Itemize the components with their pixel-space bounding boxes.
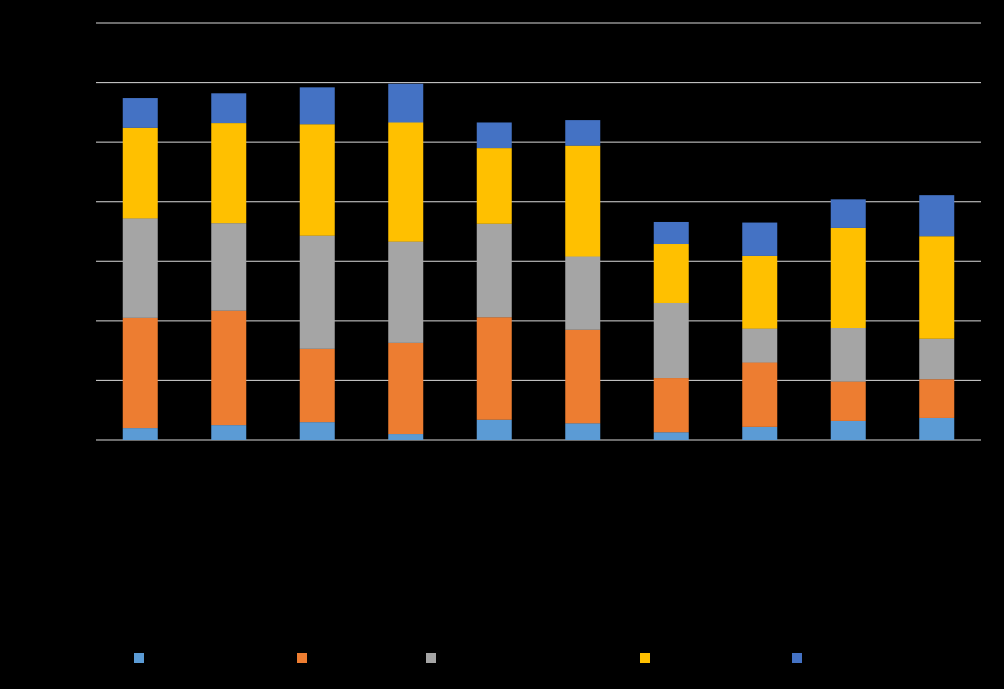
bar-segment-series-2-category-1 — [122, 317, 158, 429]
bar-segment-series-2-category-3 — [299, 348, 335, 423]
legend-item-5 — [792, 653, 802, 663]
bar-segment-series-3-category-5 — [476, 223, 512, 318]
bar-segment-series-4-category-10 — [919, 236, 955, 339]
bar-segment-series-4-category-3 — [299, 124, 335, 236]
bar-segment-series-3-category-9 — [830, 328, 866, 382]
bar-segment-series-4-category-7 — [653, 244, 689, 303]
bar-segment-series-4-category-6 — [565, 145, 601, 257]
bar-segment-series-4-category-4 — [388, 122, 424, 242]
bar-segment-series-3-category-6 — [565, 256, 601, 330]
legend-swatch-4 — [640, 653, 650, 663]
legend-item-3 — [426, 653, 436, 663]
bar-segment-series-2-category-10 — [919, 379, 955, 418]
bar-stack-5 — [476, 122, 512, 440]
bars — [122, 83, 955, 440]
legend-swatch-3 — [426, 653, 436, 663]
bar-segment-series-4-category-2 — [211, 123, 247, 224]
bar-segment-series-5-category-1 — [122, 98, 158, 128]
bar-stack-1 — [122, 98, 158, 440]
bar-stack-10 — [919, 195, 955, 440]
bar-segment-series-3-category-1 — [122, 218, 158, 318]
bar-segment-series-5-category-5 — [476, 122, 512, 149]
bar-segment-series-3-category-10 — [919, 338, 955, 380]
bar-segment-series-4-category-8 — [742, 255, 778, 329]
bar-segment-series-3-category-8 — [742, 328, 778, 363]
legend-swatch-1 — [134, 653, 144, 663]
bar-segment-series-1-category-2 — [211, 425, 247, 440]
bar-segment-series-2-category-8 — [742, 362, 778, 427]
bar-segment-series-5-category-9 — [830, 199, 866, 228]
bar-segment-series-5-category-2 — [211, 93, 247, 124]
bar-segment-series-2-category-5 — [476, 317, 512, 420]
legend — [134, 653, 802, 663]
bar-segment-series-3-category-4 — [388, 241, 424, 343]
bar-segment-series-1-category-5 — [476, 419, 512, 440]
bar-segment-series-1-category-8 — [742, 426, 778, 440]
legend-item-1 — [134, 653, 144, 663]
bar-segment-series-5-category-3 — [299, 87, 335, 125]
bar-stack-8 — [742, 222, 778, 440]
bar-segment-series-1-category-7 — [653, 432, 689, 440]
bar-segment-series-5-category-7 — [653, 221, 689, 245]
bar-segment-series-1-category-10 — [919, 417, 955, 440]
bar-segment-series-3-category-3 — [299, 235, 335, 349]
bar-segment-series-4-category-1 — [122, 127, 158, 219]
bar-stack-9 — [830, 199, 866, 440]
bar-segment-series-3-category-2 — [211, 223, 247, 311]
legend-swatch-2 — [297, 653, 307, 663]
legend-item-4 — [640, 653, 650, 663]
bar-segment-series-5-category-8 — [742, 222, 778, 256]
bar-stack-7 — [653, 221, 689, 440]
bar-segment-series-1-category-9 — [830, 420, 866, 440]
bar-segment-series-2-category-2 — [211, 310, 247, 426]
bar-segment-series-2-category-7 — [653, 378, 689, 433]
bar-segment-series-1-category-3 — [299, 422, 335, 440]
bar-segment-series-4-category-5 — [476, 148, 512, 224]
bar-segment-series-5-category-10 — [919, 195, 955, 237]
bar-stack-4 — [388, 83, 424, 440]
legend-item-2 — [297, 653, 307, 663]
bar-segment-series-2-category-4 — [388, 342, 424, 435]
bar-segment-series-2-category-9 — [830, 381, 866, 421]
bar-segment-series-2-category-6 — [565, 329, 601, 424]
bar-segment-series-4-category-9 — [830, 227, 866, 329]
bar-segment-series-5-category-6 — [565, 120, 601, 146]
bar-segment-series-1-category-1 — [122, 428, 158, 440]
bar-stack-6 — [565, 120, 601, 440]
bar-segment-series-1-category-6 — [565, 423, 601, 440]
legend-swatch-5 — [792, 653, 802, 663]
bar-stack-2 — [211, 93, 247, 440]
bar-segment-series-5-category-4 — [388, 83, 424, 123]
bar-segment-series-3-category-7 — [653, 302, 689, 379]
bar-stack-3 — [299, 87, 335, 440]
bar-segment-series-1-category-4 — [388, 434, 424, 440]
